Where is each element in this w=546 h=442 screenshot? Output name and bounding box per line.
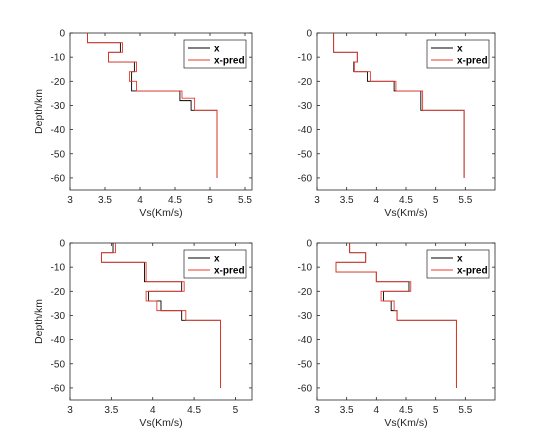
x-tick-label: 4 — [150, 405, 156, 416]
x-tick-label: 5.5 — [238, 195, 252, 206]
legend: xx-pred — [426, 39, 490, 69]
y-axis-label: Depth/km — [33, 89, 45, 134]
x-tick-label: 4.5 — [168, 195, 182, 206]
y-tick-label: 0 — [59, 29, 65, 40]
legend-box — [183, 39, 247, 69]
series-line-x-pred — [100, 243, 222, 388]
x-axis-label: Vs(Km/s) — [139, 417, 182, 429]
legend: xx-pred — [426, 249, 490, 279]
y-tick-label: -20 — [298, 77, 313, 88]
y-tick-label: -10 — [51, 263, 66, 274]
y-tick-label: -50 — [298, 149, 313, 160]
subplot-top-left: 3 3.5 4 4.5 5 5.5 0 -10 -20 -30 -40 -50 -60 Vs(Km/s) D… — [33, 29, 253, 219]
y-tick-label: -60 — [51, 383, 66, 394]
legend-label: x-pred — [457, 266, 488, 277]
legend-box — [183, 249, 247, 279]
y-tick-label: -60 — [51, 173, 66, 184]
legend: xx-pred — [183, 249, 247, 279]
y-tick-label: -10 — [298, 53, 313, 64]
x-tick-label: 4.5 — [399, 405, 413, 416]
y-tick-label: -60 — [298, 173, 313, 184]
y-tick-label: -50 — [51, 149, 66, 160]
y-tick-label: -20 — [298, 287, 313, 298]
y-axis-label: Depth/km — [33, 299, 45, 344]
legend: xx-pred — [183, 39, 247, 69]
subplot-bottom-left: 3 3.5 4 4.5 5 0 -10 -20 -30 -40 -50 -60 Vs(Km/s) Dept… — [33, 239, 253, 429]
y-tick-label: -40 — [298, 125, 313, 136]
y-tick-label: 0 — [306, 239, 312, 250]
y-tick-label: -50 — [298, 359, 313, 370]
x-tick-label: 5.5 — [458, 405, 472, 416]
x-axis-label: Vs(Km/s) — [384, 417, 427, 429]
x-tick-label: 5.5 — [458, 195, 472, 206]
x-tick-label: 3 — [314, 195, 320, 206]
legend-box — [426, 39, 490, 69]
legend-label: x — [457, 44, 463, 55]
x-tick-label: 4 — [137, 195, 143, 206]
x-tick-label: 4.5 — [399, 195, 413, 206]
y-tick-label: 0 — [306, 29, 312, 40]
legend-label: x-pred — [457, 56, 488, 67]
y-tick-label: -30 — [298, 101, 313, 112]
y-tick-label: -10 — [298, 263, 313, 274]
y-tick-label: -50 — [51, 359, 66, 370]
series-line-x-pred — [335, 243, 457, 388]
subplot-bottom-right: 3 3.5 4 4.5 5 5.5 0 -10 -20 -30 -40 -50 -60 Vs(Km/s) x… — [298, 239, 496, 429]
x-tick-label: 3 — [67, 195, 73, 206]
legend-label: x-pred — [214, 266, 245, 277]
y-tick-label: -40 — [298, 335, 313, 346]
y-tick-label: 0 — [59, 239, 65, 250]
x-tick-label: 3 — [67, 405, 73, 416]
y-tick-label: -60 — [298, 383, 313, 394]
x-tick-label: 4 — [374, 405, 380, 416]
x-tick-label: 5 — [207, 195, 213, 206]
x-tick-label: 5 — [233, 405, 239, 416]
legend-label: x — [214, 254, 220, 265]
x-tick-label: 3.5 — [340, 195, 354, 206]
x-tick-label: 3.5 — [104, 405, 118, 416]
legend-label: x — [214, 44, 220, 55]
y-tick-label: -30 — [298, 311, 313, 322]
y-tick-label: -10 — [51, 53, 66, 64]
x-tick-label: 5 — [433, 405, 439, 416]
subplot-top-right: 3 3.5 4 4.5 5 5.5 0 -10 -20 -30 -40 -50 -60 Vs(Km/s) x… — [298, 29, 496, 219]
x-tick-label: 3.5 — [340, 405, 354, 416]
x-axis-label: Vs(Km/s) — [384, 207, 427, 219]
y-tick-label: -20 — [51, 77, 66, 88]
legend-box — [426, 249, 490, 279]
x-tick-label: 3 — [314, 405, 320, 416]
y-tick-label: -20 — [51, 287, 66, 298]
y-tick-label: -40 — [51, 125, 66, 136]
y-tick-label: -40 — [51, 335, 66, 346]
x-tick-label: 4.5 — [187, 405, 201, 416]
x-tick-label: 3.5 — [98, 195, 112, 206]
legend-label: x — [457, 254, 463, 265]
x-tick-label: 4 — [374, 195, 380, 206]
y-tick-label: -30 — [51, 311, 66, 322]
x-axis-label: Vs(Km/s) — [139, 207, 182, 219]
x-tick-label: 5 — [433, 195, 439, 206]
legend-label: x-pred — [214, 56, 245, 67]
series-line-x-pred — [333, 33, 465, 178]
series-line-x-pred — [87, 33, 218, 178]
y-tick-label: -30 — [51, 101, 66, 112]
